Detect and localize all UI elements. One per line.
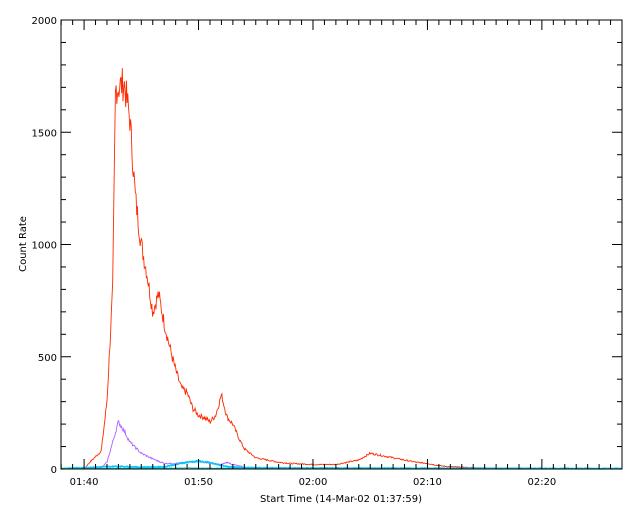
plot-frame	[60, 19, 623, 470]
x-axis-label: Start Time (14-Mar-02 01:37:59)	[260, 494, 422, 505]
y-tick-label: 1000	[32, 241, 57, 252]
x-tick-label: 02:10	[413, 477, 442, 488]
y-axis-label: Count Rate	[18, 216, 29, 272]
y-tick-label: 500	[38, 353, 57, 364]
y-tick-label: 2000	[32, 16, 57, 27]
y-tick-label: 0	[51, 465, 57, 476]
x-tick-label: 01:50	[184, 477, 213, 488]
y-tick-label: 1500	[32, 128, 57, 139]
ticks-layer: 0 500 1000 1500 2000 01:40 01:50 02:00 02:10 02:2…	[32, 16, 623, 488]
series-line-1	[61, 68, 622, 470]
x-tick-label: 02:00	[299, 477, 328, 488]
x-tick-label: 02:20	[527, 477, 556, 488]
x-tick-label: 01:40	[70, 477, 99, 488]
series-line-3	[61, 459, 622, 470]
series-line-2	[61, 419, 622, 470]
series-layer	[61, 68, 622, 470]
